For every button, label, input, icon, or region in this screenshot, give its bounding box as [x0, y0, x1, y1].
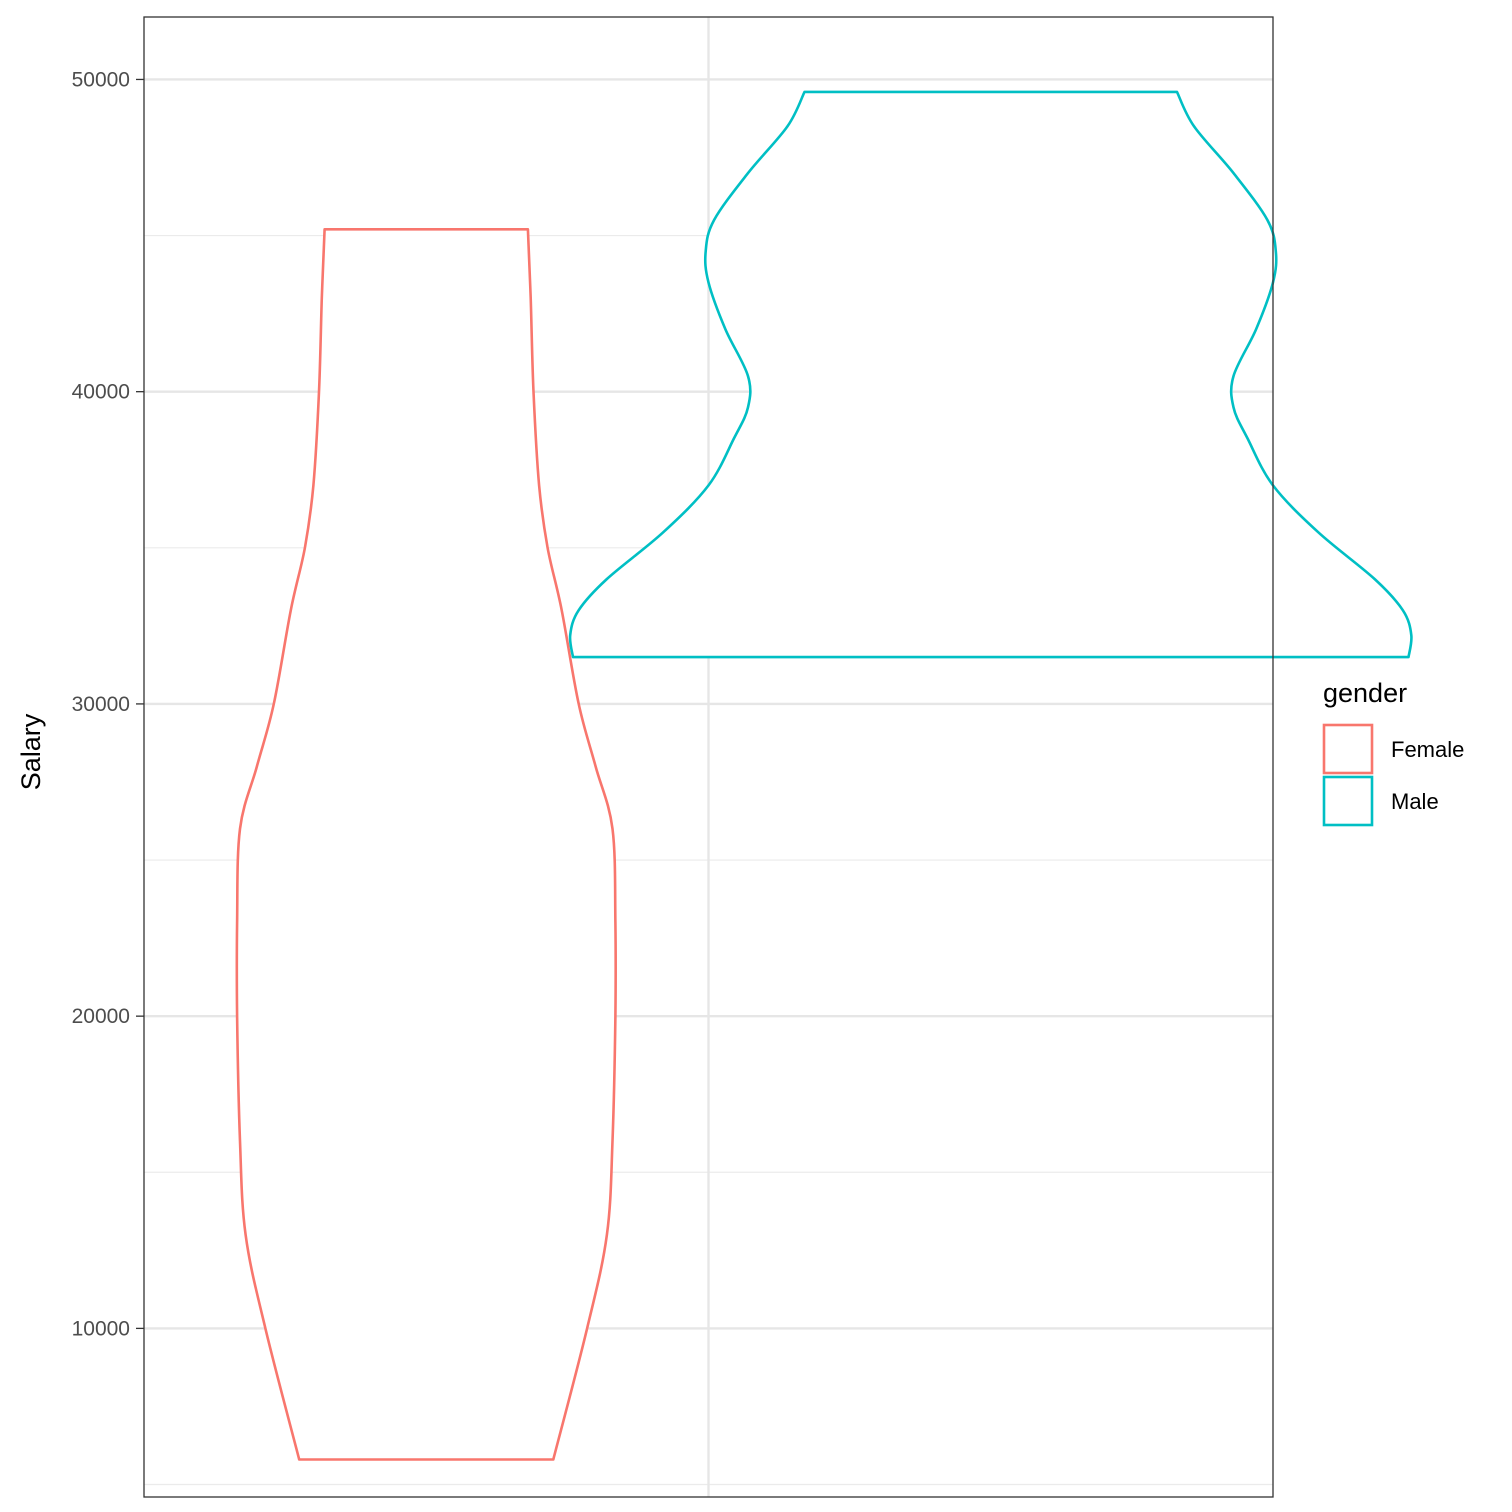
plot-border: [143, 16, 1274, 1498]
y-axis-title: Salary: [16, 713, 46, 790]
legend: gender Female Male: [1322, 678, 1464, 827]
y-tick-label: 10000: [72, 1317, 130, 1340]
y-axis: 10000 20000 30000 40000 50000: [72, 68, 144, 1340]
y-tick-label: 40000: [72, 381, 130, 404]
violins: [235, 90, 1413, 1461]
legend-label-male: Male: [1391, 789, 1439, 814]
y-tick-label: 20000: [72, 1005, 130, 1028]
legend-key-male: [1322, 775, 1374, 827]
legend-key-female: [1322, 723, 1374, 775]
y-tick-label: 30000: [72, 693, 130, 716]
legend-label-female: Female: [1391, 737, 1464, 762]
y-tick-label: 50000: [72, 68, 130, 91]
legend-title: gender: [1323, 678, 1407, 708]
violin-female: [235, 228, 617, 1461]
